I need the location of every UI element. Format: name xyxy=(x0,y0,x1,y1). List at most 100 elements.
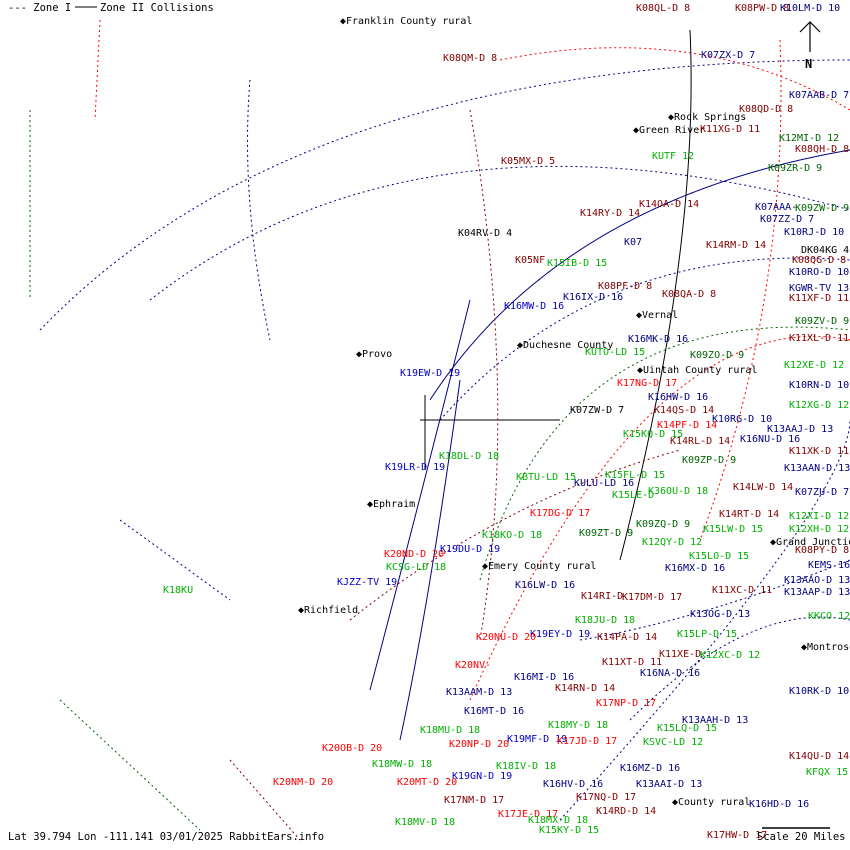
station-label[interactable]: K07ZW-D 7 xyxy=(570,405,624,416)
station-label[interactable]: K07ZU-D 7 xyxy=(795,487,849,498)
station-label[interactable]: K10RJ-D 10 xyxy=(784,227,844,238)
station-label[interactable]: K12XH-D 12 xyxy=(789,524,849,535)
station-label[interactable]: K14RY-D 14 xyxy=(580,208,640,219)
station-label[interactable]: K16NU-D 16 xyxy=(740,434,800,445)
station-label[interactable]: K10RK-D 10 xyxy=(789,686,849,697)
station-label[interactable]: K12MI-D 12 xyxy=(779,133,839,144)
station-label[interactable]: K08QG-D 8 xyxy=(792,255,846,266)
station-label[interactable]: K14OA-D 14 xyxy=(639,199,699,210)
station-label[interactable]: K16NA-D 16 xyxy=(640,668,700,679)
station-label[interactable]: K13AAO-D 13 xyxy=(784,575,850,586)
station-label[interactable]: K09ZR-D 9 xyxy=(768,163,822,174)
station-label[interactable]: K09ZW-D 9 xyxy=(795,203,849,214)
station-label[interactable]: K16MI-D 16 xyxy=(514,672,574,683)
station-label[interactable]: DK04KG 4 xyxy=(801,245,849,256)
station-label[interactable]: K17HW-D 17 xyxy=(707,830,767,841)
station-label[interactable]: K16MX-D 16 xyxy=(665,563,725,574)
station-label[interactable]: K12XG-D 12 xyxy=(789,400,849,411)
station-label[interactable]: K04RV-D 4 xyxy=(458,228,512,239)
station-label[interactable]: K20NP-D 20 xyxy=(449,739,509,750)
station-label[interactable]: K17JD-D 17 xyxy=(557,736,617,747)
station-label[interactable]: K07AAA- xyxy=(755,202,797,213)
station-label[interactable]: K10RN-D 10 xyxy=(789,380,849,391)
station-label[interactable]: K15LO-D 15 xyxy=(689,551,749,562)
station-label[interactable]: K16LW-D 16 xyxy=(515,580,575,591)
station-label[interactable]: K16MW-D 16 xyxy=(504,301,564,312)
station-label[interactable]: K15IB-D 15 xyxy=(547,258,607,269)
station-label[interactable]: K12XI-D 12 xyxy=(789,511,849,522)
station-label[interactable]: K18KU xyxy=(163,585,193,596)
station-label[interactable]: K17NG-D 17 xyxy=(617,378,677,389)
station-label[interactable]: K15LE-D xyxy=(612,490,654,501)
station-label[interactable]: K07ZZ-D 7 xyxy=(760,214,814,225)
station-label[interactable]: K07ZX-D 7 xyxy=(701,50,755,61)
station-label[interactable]: K10LM-D 10 xyxy=(780,3,840,14)
station-label[interactable]: K13AAH-D 13 xyxy=(682,715,748,726)
station-label[interactable]: K13AAJ-D 13 xyxy=(767,424,833,435)
station-label[interactable]: K08PY-D 8 xyxy=(795,545,849,556)
station-label[interactable]: K18MY-D 18 xyxy=(548,720,608,731)
station-label[interactable]: K20ND-D 20 xyxy=(384,549,444,560)
station-label[interactable]: K16IX-D 16 xyxy=(563,292,623,303)
station-label[interactable]: K18MX-D 18 xyxy=(528,815,588,826)
station-label[interactable]: K20NM-D 20 xyxy=(273,777,333,788)
station-label[interactable]: KGWR-TV 13 xyxy=(789,283,849,294)
station-label[interactable]: K08QL-D 8 xyxy=(636,3,690,14)
station-label[interactable]: K17NP-D 17 xyxy=(596,698,656,709)
station-label[interactable]: K08QD-D 8 xyxy=(739,104,793,115)
station-label[interactable]: KEMS 16 xyxy=(808,560,850,571)
station-label[interactable]: K13AAN-D 13 xyxy=(784,463,850,474)
station-label[interactable]: K14RL-D 14 xyxy=(670,436,730,447)
station-label[interactable]: K15FL-D 15 xyxy=(605,470,665,481)
station-label[interactable]: K11XG-D 11 xyxy=(700,124,760,135)
station-label[interactable]: K05MX-D 5 xyxy=(501,156,555,167)
station-label[interactable]: K08PW-D 8 xyxy=(735,3,789,14)
station-label[interactable]: K18IV-D 18 xyxy=(496,761,556,772)
station-label[interactable]: K12XE-D 12 xyxy=(784,360,844,371)
station-label[interactable]: K19EY-D 19 xyxy=(530,629,590,640)
station-label[interactable]: KUTO-LD 15 xyxy=(585,347,645,358)
station-label[interactable]: K36OU-D 18 xyxy=(648,486,708,497)
station-label[interactable]: KKCO 12 xyxy=(808,611,850,622)
station-label[interactable]: K08PF-D 8 xyxy=(598,281,652,292)
station-label[interactable]: KUTF 12 xyxy=(652,151,694,162)
station-label[interactable]: KBTU-LD 15 xyxy=(516,472,576,483)
station-label[interactable]: KJZZ-TV 19 xyxy=(337,577,397,588)
station-label[interactable]: K18DL-D 18 xyxy=(439,451,499,462)
station-label[interactable]: K18MV-D 18 xyxy=(395,817,455,828)
station-label[interactable]: K17NQ-D 17 xyxy=(576,792,636,803)
station-label[interactable]: KULU-LD 16 xyxy=(574,478,634,489)
station-label[interactable]: K12QY-D 12 xyxy=(642,537,702,548)
station-label[interactable]: K20MT-D 20 xyxy=(397,777,457,788)
station-label[interactable]: K11XE-D xyxy=(659,649,701,660)
station-label[interactable]: K11XT-D 11 xyxy=(602,657,662,668)
station-label[interactable]: KFQX 15 xyxy=(806,767,848,778)
station-label[interactable]: K11XK-D 11 xyxy=(789,446,849,457)
station-label[interactable]: K09ZP-D 9 xyxy=(682,455,736,466)
station-label[interactable]: K14RN-D 14 xyxy=(555,683,615,694)
station-label[interactable]: K15LP-D 15 xyxy=(677,629,737,640)
station-label[interactable]: K19MF-D 19 xyxy=(507,734,567,745)
station-label[interactable]: K20NV- xyxy=(455,660,491,671)
station-label[interactable]: K13AAM-D 13 xyxy=(446,687,512,698)
station-label[interactable]: K14RM-D 14 xyxy=(706,240,766,251)
station-label[interactable]: K14PA-D 14 xyxy=(597,632,657,643)
station-label[interactable]: K08QM-D 8 xyxy=(443,53,497,64)
station-label[interactable]: K17JE-D 17 xyxy=(498,809,558,820)
station-label[interactable]: K17NM-D 17 xyxy=(444,795,504,806)
station-label[interactable]: K18MW-D 18 xyxy=(372,759,432,770)
station-label[interactable]: K09ZT-D 9 xyxy=(579,528,633,539)
station-label[interactable]: K18MU-D 18 xyxy=(420,725,480,736)
station-label[interactable]: K15LQ-D 15 xyxy=(657,723,717,734)
station-label[interactable]: K14LW-D 14 xyxy=(733,482,793,493)
station-label[interactable]: K18KO-D 18 xyxy=(482,530,542,541)
station-label[interactable]: K17DG-D 17 xyxy=(530,508,590,519)
station-label[interactable]: K13OG-D 13 xyxy=(690,609,750,620)
station-label[interactable]: KSVC-LD 12 xyxy=(643,737,703,748)
station-label[interactable]: K16MK-D 16 xyxy=(628,334,688,345)
station-label[interactable]: K09ZV-D 9 xyxy=(795,316,849,327)
station-label[interactable]: K17DM-D 17 xyxy=(622,592,682,603)
station-label[interactable]: K11XC-D 11 xyxy=(712,585,772,596)
station-label[interactable]: K19DU-D 19 xyxy=(440,544,500,555)
